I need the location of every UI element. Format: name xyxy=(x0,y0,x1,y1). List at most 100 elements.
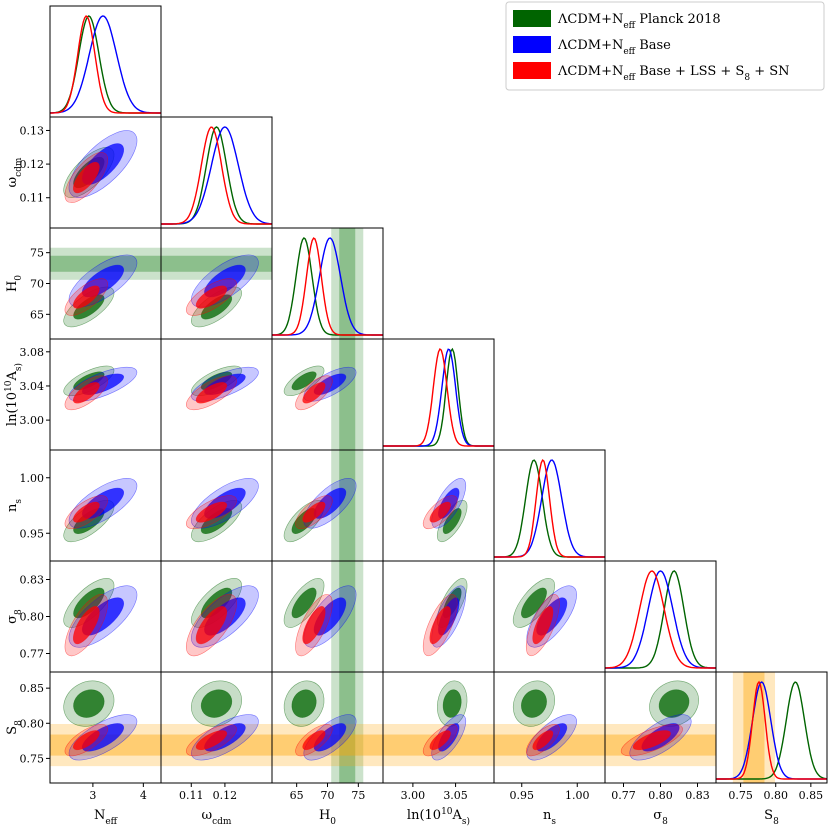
y-tick-label: 0.80 xyxy=(20,717,45,730)
panel-S8-S8 xyxy=(716,672,827,783)
contour-2 xyxy=(429,606,451,645)
panel-ns-Neff xyxy=(63,478,138,543)
y-axis-label: ns xyxy=(5,499,24,512)
panel-ns-wcdm xyxy=(186,478,259,543)
y-tick-label: 0.12 xyxy=(20,158,45,171)
x-tick-label: 65 xyxy=(290,789,304,802)
prior-band-H0 xyxy=(50,255,161,272)
prior-band-H0 xyxy=(339,561,356,672)
panel-sigma8-wcdm xyxy=(186,578,259,657)
legend-box xyxy=(505,1,825,91)
y-tick-label: 3.00 xyxy=(20,414,45,427)
pdf-line-0 xyxy=(383,347,494,447)
x-tick-label: 0.80 xyxy=(763,789,788,802)
panel-S8-ns xyxy=(494,680,605,767)
panel-sigma8-Neff xyxy=(63,578,138,657)
x-tick-label: 0.12 xyxy=(213,789,238,802)
panel-lnAs-H0 xyxy=(283,339,364,450)
panel-Neff-Neff xyxy=(50,15,161,114)
panel-S8-sigma8 xyxy=(605,680,716,767)
panel-lnAs-lnAs xyxy=(383,347,494,447)
pdf-line-2 xyxy=(50,15,161,114)
contour-2 xyxy=(195,382,228,404)
x-axis-label: Neff xyxy=(94,808,118,827)
pdf-line-2 xyxy=(605,570,716,669)
y-axis-label: ωcdm xyxy=(5,157,24,187)
y-tick-label: 75 xyxy=(30,247,44,260)
y-axis-label: S8 xyxy=(5,720,24,735)
pdf-line-2 xyxy=(161,126,272,225)
contour-2 xyxy=(195,285,228,309)
contour-2 xyxy=(195,501,228,523)
prior-band-S8 xyxy=(732,672,776,783)
contour-2 xyxy=(302,730,326,751)
y-tick-label: 3.08 xyxy=(20,346,45,359)
y-axis-label: σ8 xyxy=(5,609,24,624)
contour-0 xyxy=(291,587,317,619)
x-tick-label: 75 xyxy=(351,789,365,802)
legend-label-1: ΛCDM+Neff Base xyxy=(557,38,671,57)
y-tick-label: 65 xyxy=(30,308,44,321)
x-axis-label: ns xyxy=(543,808,556,827)
contour-2 xyxy=(532,730,554,751)
x-axis-label: σ8 xyxy=(653,808,668,827)
contour-0 xyxy=(291,689,317,718)
contour-0 xyxy=(200,689,233,718)
legend-label-0: ΛCDM+Neff Planck 2018 xyxy=(557,12,721,31)
panel-sigma8-ns xyxy=(512,578,577,657)
contour-2 xyxy=(72,730,100,751)
panel-frame xyxy=(382,338,495,451)
y-tick-label: 0.13 xyxy=(20,124,45,137)
x-axis-label: S8 xyxy=(764,808,779,827)
contour-1 xyxy=(313,723,347,752)
contour-2 xyxy=(302,606,326,645)
pdf-line-0 xyxy=(494,459,605,558)
x-tick-label: 3 xyxy=(89,789,96,802)
panel-frame xyxy=(160,116,273,229)
panel-frame xyxy=(493,449,606,562)
y-tick-label: 0.75 xyxy=(20,752,45,765)
pdf-line-0 xyxy=(605,570,716,669)
panel-H0-H0 xyxy=(272,228,383,339)
legend-label-2: ΛCDM+Neff Base + LSS + S8 + SN xyxy=(557,64,790,83)
legend-swatch-1 xyxy=(513,36,551,53)
contour-0 xyxy=(442,689,462,718)
contour-2 xyxy=(72,382,100,404)
panel-S8-H0 xyxy=(272,672,383,783)
pdf-line-2 xyxy=(494,458,605,558)
y-tick-label: 0.77 xyxy=(20,648,45,661)
panel-wcdm-wcdm xyxy=(161,126,272,225)
panel-frame xyxy=(715,671,828,784)
x-tick-label: 0.77 xyxy=(611,789,636,802)
prior-band-H0 xyxy=(339,672,356,783)
prior-band-H0 xyxy=(339,339,356,450)
x-axis-label: H0 xyxy=(319,808,336,827)
y-tick-label: 0.95 xyxy=(20,527,45,540)
x-axis-label: ωcdm xyxy=(202,808,232,827)
panel-ns-lnAs xyxy=(422,478,468,543)
contour-2 xyxy=(72,161,100,194)
y-tick-label: 0.80 xyxy=(20,611,45,624)
pdf-line-1 xyxy=(494,459,605,558)
contour-2 xyxy=(302,382,326,404)
panel-sigma8-lnAs xyxy=(422,578,468,657)
prior-band-H0 xyxy=(339,228,356,339)
contour-2 xyxy=(429,501,451,523)
pdf-line-0 xyxy=(272,237,383,336)
pdf-line-1 xyxy=(50,15,161,114)
pdf-line-0 xyxy=(50,15,161,114)
panel-wcdm-Neff xyxy=(63,130,138,203)
legend xyxy=(505,1,825,91)
x-tick-label: 1.00 xyxy=(565,789,590,802)
x-tick-label: 0.75 xyxy=(728,789,753,802)
x-tick-label: 3.05 xyxy=(443,789,468,802)
pdf-line-2 xyxy=(272,237,383,336)
y-tick-label: 1.00 xyxy=(20,472,45,485)
panel-lnAs-Neff xyxy=(63,365,138,411)
panel-ns-ns xyxy=(494,458,605,558)
panel-ns-H0 xyxy=(283,450,364,561)
panel-H0-wcdm xyxy=(161,247,272,328)
y-tick-label: 0.85 xyxy=(20,682,45,695)
contour-2 xyxy=(429,730,451,751)
x-tick-label: 0.80 xyxy=(648,789,673,802)
